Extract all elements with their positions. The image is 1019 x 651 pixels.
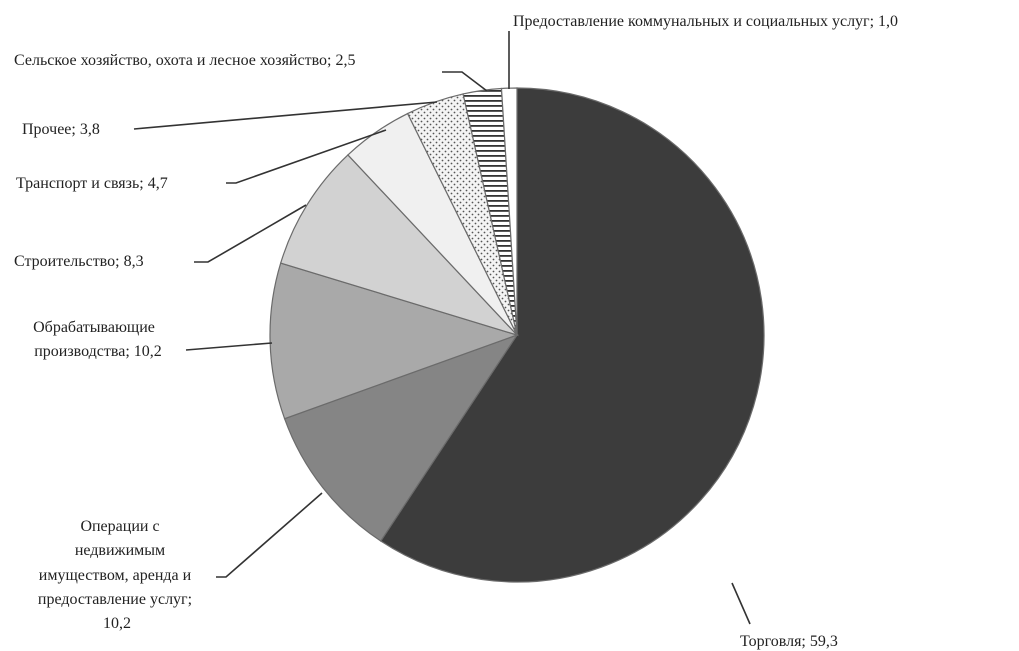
pie-slice-manufacturing: [269, 262, 519, 420]
leader-line-agriculture: [442, 71, 488, 92]
leader-lines: [133, 31, 751, 625]
pie-slice-real-estate: [283, 333, 519, 542]
leader-line-transport: [226, 129, 387, 184]
data-label-manufacturing-line-2: производства; 10,2: [34, 343, 162, 360]
data-label-real-estate-line-3: имуществом, аренда и: [39, 567, 192, 584]
pie-slice-construction: [279, 154, 519, 337]
leader-line-construction: [194, 204, 307, 263]
data-label-construction: Строительство; 8,3: [14, 253, 144, 270]
data-label-real-estate: Операции с недвижимым имуществом, аренда…: [38, 518, 196, 632]
data-label-real-estate-line-5: 10,2: [103, 615, 131, 632]
data-label-real-estate-line-1: Операции с: [80, 518, 159, 535]
data-label-other: Прочее; 3,8: [22, 121, 100, 138]
data-label-manufacturing-line-1: Обрабатывающие: [33, 319, 155, 336]
data-label-manufacturing: Обрабатывающие производства; 10,2: [33, 319, 162, 360]
leader-line-other: [133, 101, 438, 130]
leader-line-manufacturing: [185, 342, 273, 351]
data-label-transport: Транспорт и связь; 4,7: [16, 175, 168, 192]
data-label-trade: Торговля; 59,3: [740, 633, 838, 650]
pie-slices: [269, 87, 765, 583]
pie-slice-trade: [379, 87, 765, 583]
data-label-utilities: Предоставление коммунальных и социальных…: [513, 13, 898, 30]
data-label-agriculture: Сельское хозяйство, охота и лесное хозяй…: [14, 52, 355, 69]
data-label-real-estate-line-4: предоставление услуг;: [38, 591, 192, 608]
leader-line-trade: [731, 582, 751, 625]
leader-line-real-estate: [216, 492, 323, 578]
data-label-real-estate-line-2: недвижимым: [75, 542, 165, 559]
data-labels: Предоставление коммунальных и социальных…: [14, 13, 898, 650]
